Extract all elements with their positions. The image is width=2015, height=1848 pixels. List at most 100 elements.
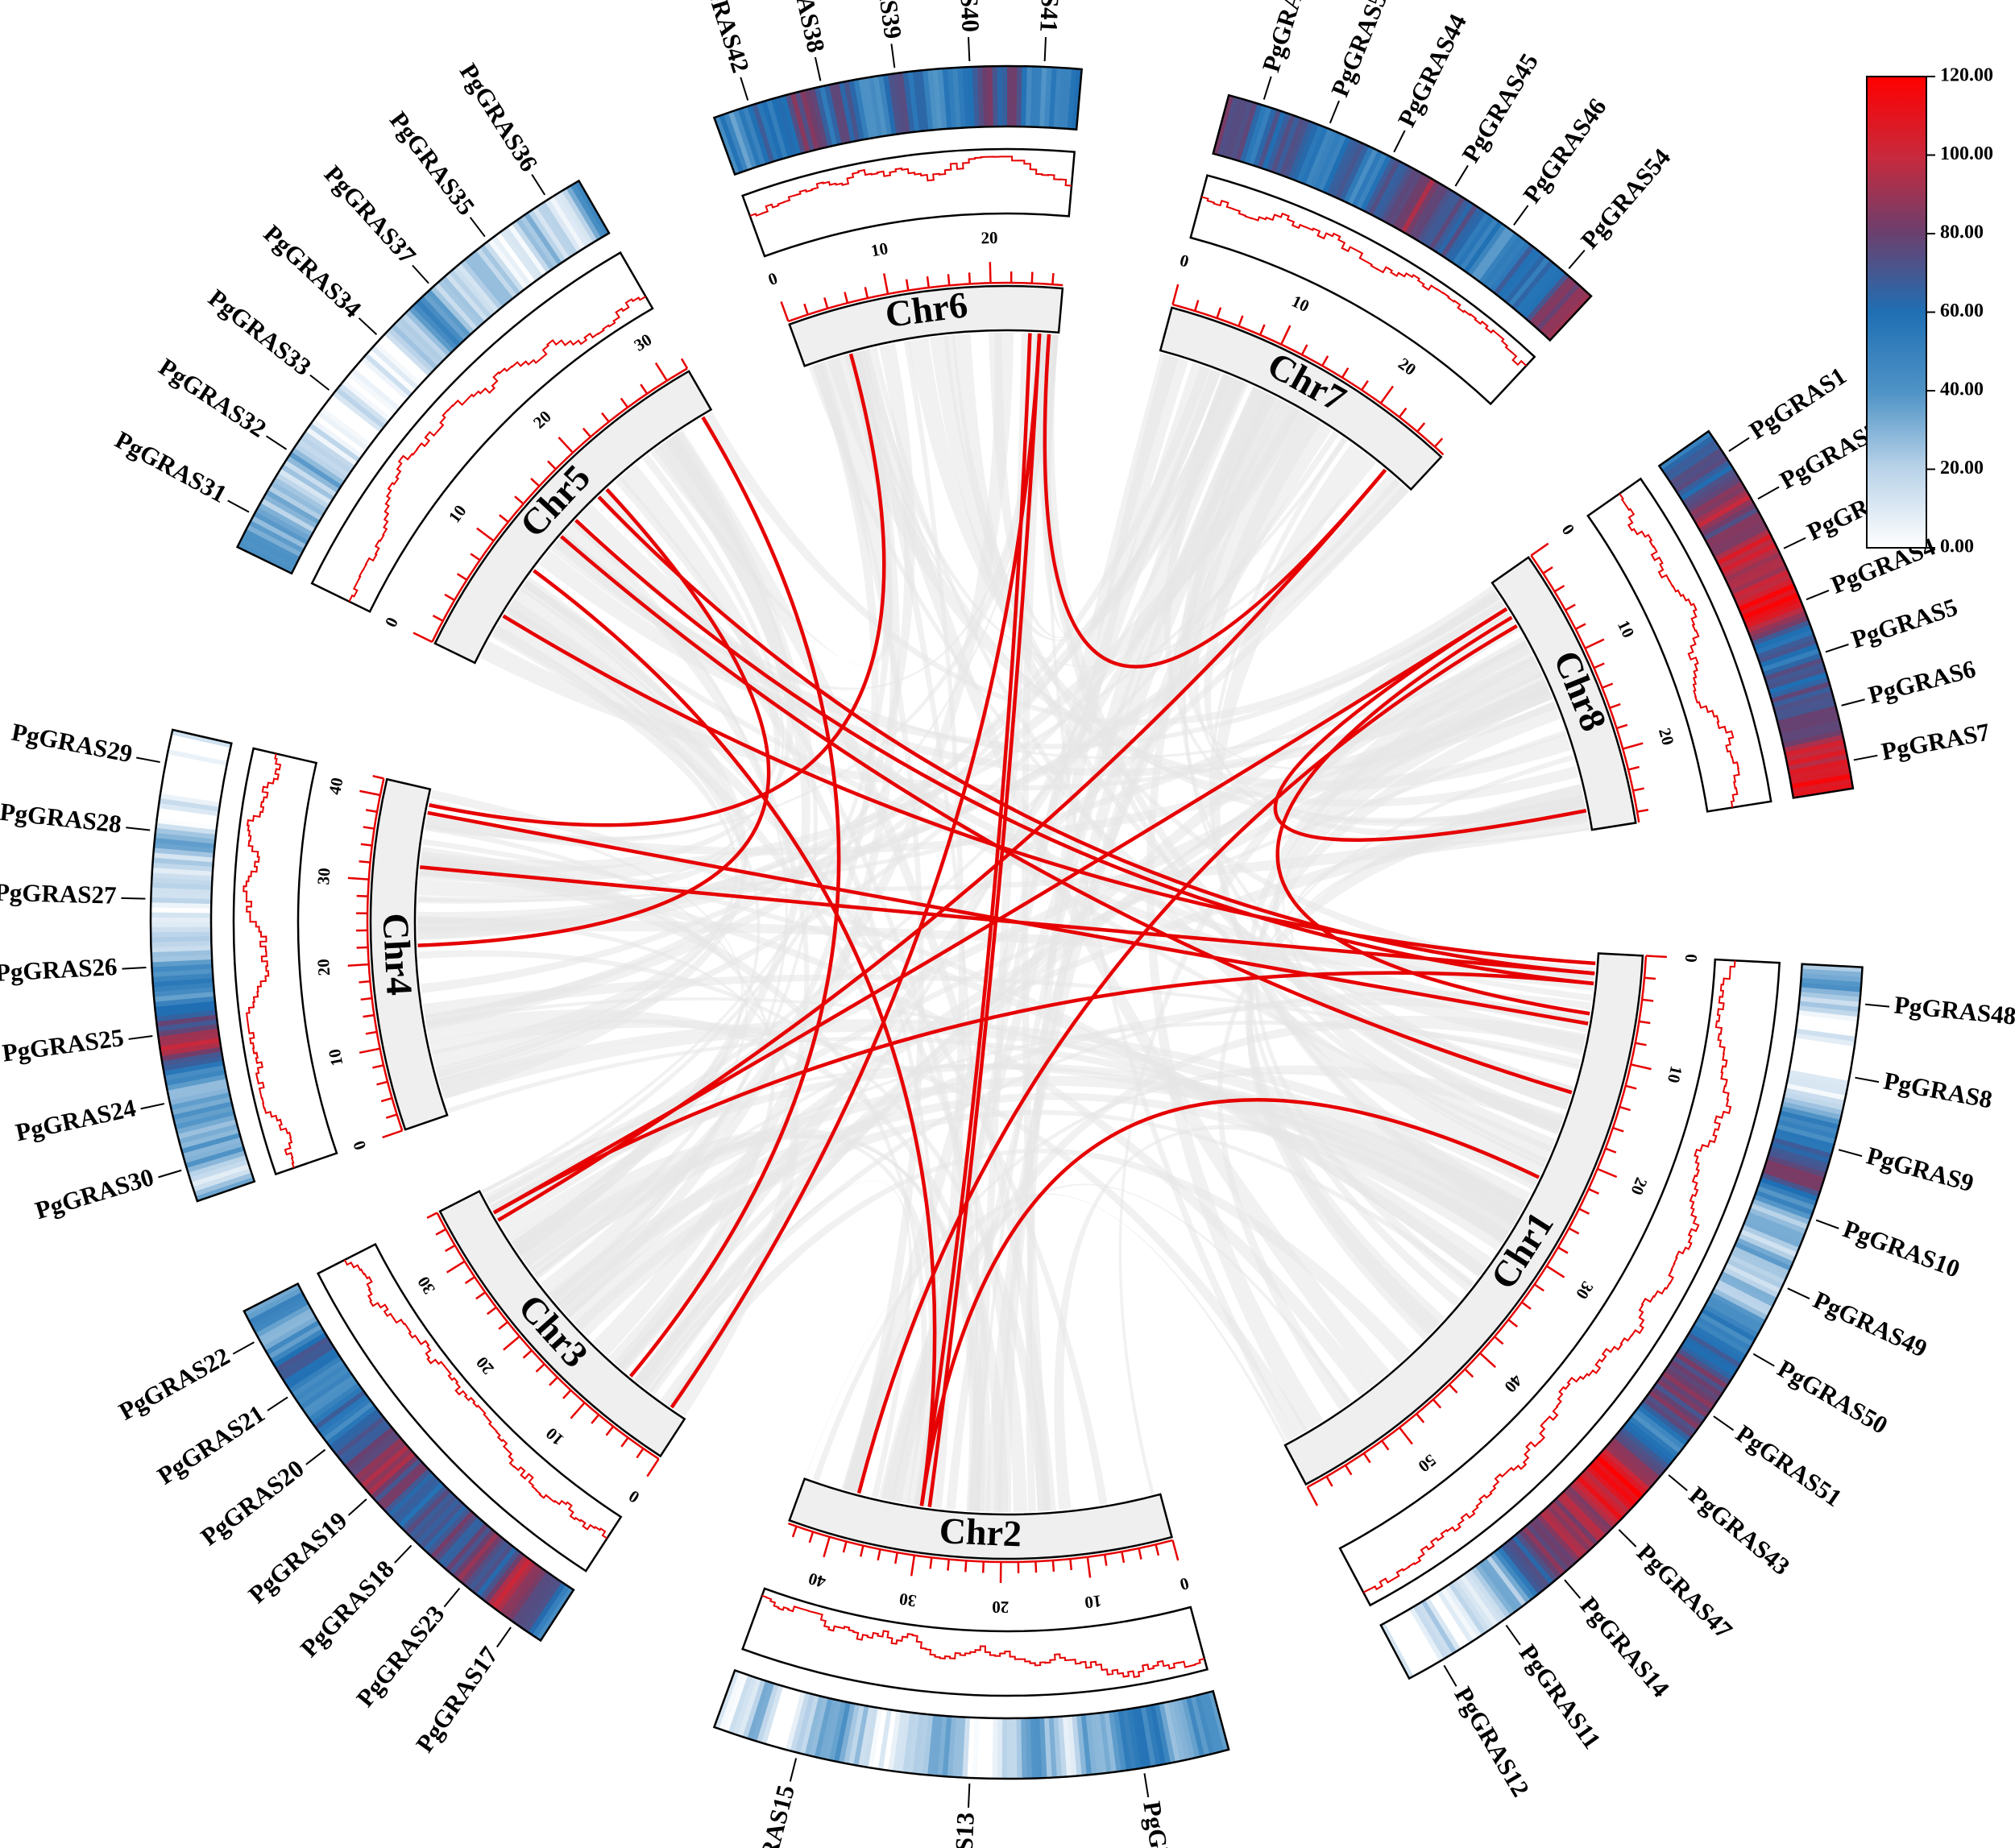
major-tick xyxy=(1645,955,1667,959)
heatmap-cell xyxy=(259,1311,316,1347)
heatmap-cell xyxy=(1758,639,1818,665)
heatmap-cell xyxy=(1432,198,1470,253)
heatmap-cell xyxy=(1330,139,1361,198)
heatmap-cell xyxy=(156,1013,218,1027)
gene-leader-line xyxy=(1806,590,1830,601)
heatmap-cell xyxy=(1163,1701,1180,1763)
heatmap-cell xyxy=(1203,1692,1225,1753)
heatmap-cell xyxy=(527,1581,566,1635)
heatmap-cell xyxy=(1656,1378,1709,1419)
gene-label: PgGRAS36 xyxy=(454,58,544,176)
heatmap-cell xyxy=(151,916,212,922)
minor-tick xyxy=(365,1030,377,1035)
heatmap-cell xyxy=(1793,1042,1854,1058)
major-tick xyxy=(382,1129,403,1139)
heatmap-cell xyxy=(523,1579,562,1633)
heatmap-cell xyxy=(151,911,212,918)
heatmap-cell xyxy=(1785,1088,1845,1106)
tick-label: 30 xyxy=(898,1589,918,1611)
gene-leader-line xyxy=(1757,486,1780,500)
heatmap-cell xyxy=(536,203,574,258)
heatmap-cell xyxy=(448,1525,492,1576)
heatmap-cell xyxy=(877,1709,892,1770)
gene-leader-line xyxy=(1618,1529,1637,1548)
chromosome-ideograms: 01020304050Chr1010203040Chr20102030Chr30… xyxy=(313,228,1701,1617)
heatmap-cell xyxy=(265,489,321,524)
heatmap-cell xyxy=(987,66,994,127)
heatmap-cell xyxy=(1625,1419,1676,1462)
heatmap-cell xyxy=(433,1513,479,1563)
heatmap-cell xyxy=(1436,1589,1474,1644)
heatmap-cell xyxy=(299,1370,353,1410)
gene-leader-line xyxy=(1568,249,1586,270)
heatmap-cell xyxy=(311,418,364,458)
heatmap-cell xyxy=(165,1069,226,1086)
major-tick xyxy=(558,437,574,454)
minor-tick xyxy=(1341,367,1350,379)
heatmap-cell xyxy=(1764,657,1824,682)
heatmap-cell xyxy=(1486,238,1528,290)
heatmap-cell xyxy=(1761,648,1821,673)
heatmap-cell xyxy=(1674,456,1729,494)
heatmap-cell xyxy=(243,528,301,561)
major-tick xyxy=(1171,284,1180,305)
heatmap-cell xyxy=(1126,1708,1142,1770)
heatmap-cell xyxy=(766,98,789,159)
heatmap-cell xyxy=(1084,1713,1097,1775)
heatmap-cell xyxy=(161,782,222,798)
heatmap-cell xyxy=(1405,180,1441,236)
heatmap-cell xyxy=(347,1429,398,1473)
heatmap-cell xyxy=(156,812,218,826)
major-tick xyxy=(646,1458,660,1477)
heatmap-cell xyxy=(1781,724,1842,744)
heatmap-cell xyxy=(1696,494,1752,529)
minor-tick xyxy=(1565,603,1576,611)
minor-tick xyxy=(1553,584,1565,593)
heatmap-cell xyxy=(1279,118,1306,176)
heatmap-cell xyxy=(1694,1320,1749,1356)
heatmap-cell xyxy=(942,68,952,129)
heatmap-cell xyxy=(426,288,472,338)
heatmap-cell xyxy=(1447,1582,1486,1636)
gene-label: PgGRAS49 xyxy=(1809,1286,1931,1363)
minor-tick xyxy=(968,272,972,284)
collinearity-link xyxy=(502,614,1596,966)
heatmap-cell xyxy=(1769,1146,1830,1169)
gene-label: PgGRAS16 xyxy=(1138,1800,1185,1848)
heatmap-cell xyxy=(1677,1348,1731,1386)
heatmap-cell xyxy=(317,1393,369,1434)
collinearity-link xyxy=(919,1097,1540,1506)
heatmap-cell xyxy=(1485,1555,1527,1607)
heatmap-cell xyxy=(464,256,507,307)
heatmap-cell xyxy=(188,1154,247,1178)
heatmap-cell xyxy=(1748,1208,1807,1235)
minor-tick xyxy=(926,276,930,288)
color-scale-legend: 120.00 100.00 80.00 60.00 40.00 20.00 0.00 xyxy=(1866,65,1993,557)
heatmap-cell xyxy=(1797,1014,1858,1028)
heatmap-cell xyxy=(270,1328,325,1364)
heatmap-cell xyxy=(176,1114,236,1135)
heatmap-frame xyxy=(1379,963,1864,1680)
heatmap-cell xyxy=(360,1444,410,1489)
heatmap-cell xyxy=(1767,667,1826,690)
gene-label: PgGRAS42 xyxy=(691,0,755,76)
heatmap-cell xyxy=(169,739,230,757)
major-tick xyxy=(347,876,369,880)
gene-label: PgGRAS33 xyxy=(203,284,317,381)
heatmap-cell xyxy=(1644,1394,1698,1435)
heatmap-cell xyxy=(1057,1716,1068,1777)
heatmap-cell xyxy=(1734,574,1792,604)
heatmap-cell xyxy=(1613,1434,1664,1477)
heatmap-cell xyxy=(1707,516,1764,549)
heatmap-cell xyxy=(283,1347,338,1385)
chromosome-ideogram xyxy=(1159,306,1443,491)
heatmap-cell xyxy=(1519,266,1562,317)
minor-tick xyxy=(929,1557,933,1569)
minor-tick xyxy=(499,514,509,523)
heatmap-cell xyxy=(317,410,370,451)
heatmap-cell xyxy=(174,1109,235,1130)
minor-tick xyxy=(1034,1561,1038,1573)
heatmap-cell xyxy=(262,1316,318,1351)
heatmap-cell xyxy=(371,345,420,390)
heatmap-cell xyxy=(1048,67,1058,128)
